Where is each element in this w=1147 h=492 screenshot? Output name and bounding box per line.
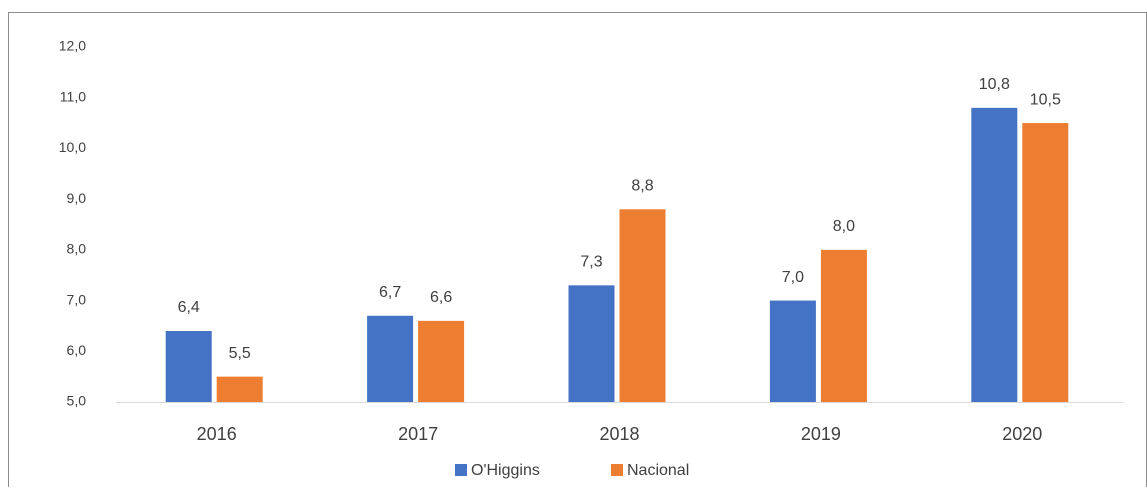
- y-tick-label: 11,0: [60, 88, 86, 104]
- x-tick-label: 2019: [801, 424, 841, 444]
- data-label: 6,6: [430, 289, 452, 306]
- data-label: 10,5: [1030, 91, 1061, 108]
- legend-swatch: [611, 464, 623, 476]
- data-label: 8,0: [833, 218, 855, 235]
- y-tick-label: 12,0: [59, 38, 86, 54]
- x-tick-label: 2016: [197, 424, 237, 444]
- bar: [165, 331, 212, 402]
- data-label: 7,3: [580, 254, 602, 271]
- legend-label: Nacional: [627, 462, 689, 479]
- y-tick-label: 6,0: [67, 342, 87, 358]
- data-label: 8,8: [631, 178, 653, 195]
- bar: [971, 107, 1018, 402]
- bar: [367, 315, 414, 402]
- data-label: 10,8: [979, 76, 1010, 93]
- bar: [619, 209, 666, 402]
- bar: [418, 320, 465, 402]
- bar: [769, 300, 816, 402]
- y-tick-label: 10,0: [59, 139, 86, 155]
- x-tick-label: 2020: [1002, 424, 1042, 444]
- y-tick-label: 9,0: [67, 190, 87, 206]
- y-tick-label: 5,0: [67, 393, 87, 409]
- x-tick-label: 2017: [398, 424, 438, 444]
- bar: [568, 285, 615, 402]
- bar: [1022, 123, 1069, 403]
- y-tick-label: 7,0: [67, 291, 87, 307]
- legend-label: O'Higgins: [471, 462, 540, 479]
- bar: [820, 249, 867, 402]
- x-tick-label: 2018: [599, 424, 639, 444]
- data-label: 7,0: [782, 269, 804, 286]
- data-label: 6,7: [379, 284, 401, 301]
- data-label: 5,5: [229, 345, 251, 362]
- legend-swatch: [455, 464, 467, 476]
- bar: [216, 376, 263, 402]
- y-tick-label: 8,0: [67, 241, 87, 257]
- data-label: 6,4: [178, 299, 200, 316]
